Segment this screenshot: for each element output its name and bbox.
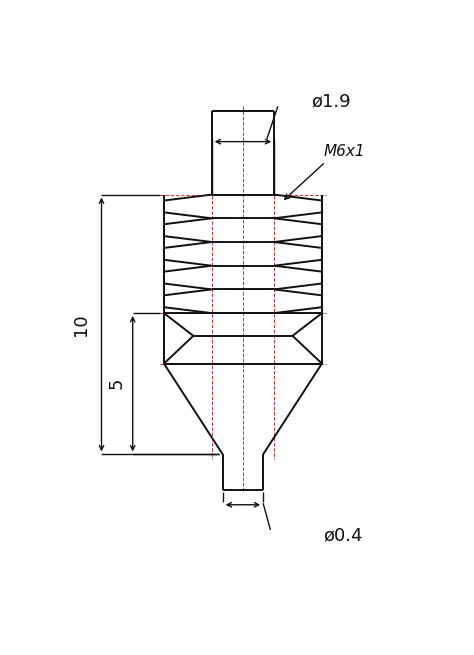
Text: ø0.4: ø0.4	[324, 526, 363, 544]
Text: 10: 10	[73, 313, 90, 336]
Text: 5: 5	[107, 378, 125, 390]
Text: M6x1: M6x1	[324, 144, 365, 159]
Text: ø1.9: ø1.9	[311, 92, 350, 110]
